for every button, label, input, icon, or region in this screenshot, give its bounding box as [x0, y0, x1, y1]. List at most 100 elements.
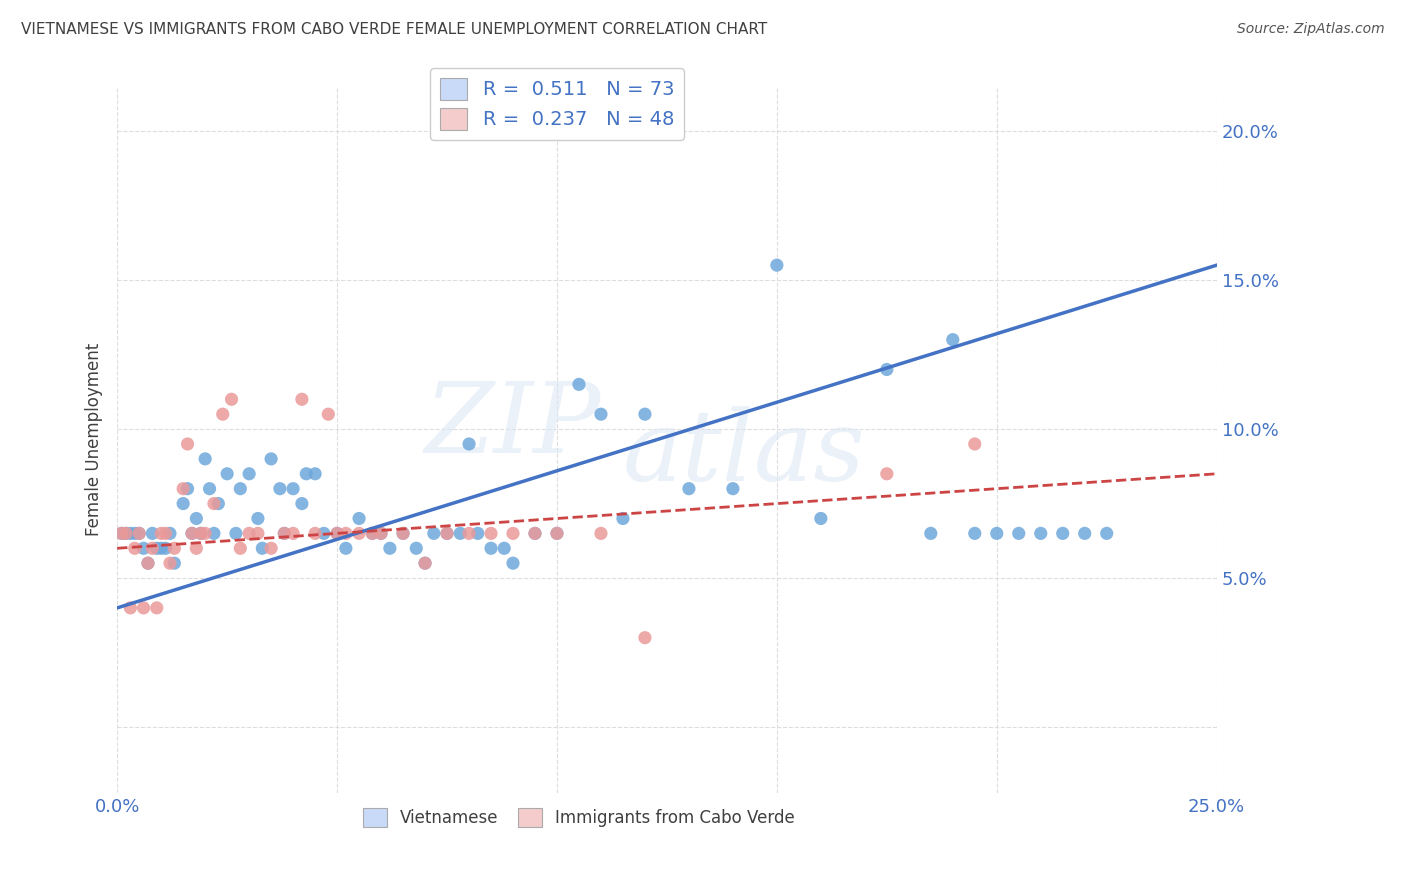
Point	[634, 631, 657, 645]
Point	[238, 526, 260, 541]
Point	[172, 482, 194, 496]
Point	[678, 482, 700, 496]
Point	[181, 526, 204, 541]
Point	[502, 526, 524, 541]
Point	[150, 526, 173, 541]
Point	[198, 482, 221, 496]
Point	[436, 526, 458, 541]
Point	[766, 258, 789, 272]
Point	[229, 541, 252, 556]
Point	[316, 407, 339, 421]
Point	[326, 526, 349, 541]
Point	[207, 497, 229, 511]
Point	[304, 467, 326, 481]
Text: Source: ZipAtlas.com: Source: ZipAtlas.com	[1237, 22, 1385, 37]
Point	[252, 541, 274, 556]
Point	[634, 407, 657, 421]
Point	[202, 497, 225, 511]
Point	[361, 526, 384, 541]
Point	[458, 526, 481, 541]
Point	[1073, 526, 1095, 541]
Point	[942, 333, 965, 347]
Point	[291, 497, 314, 511]
Point	[110, 526, 132, 541]
Legend: Vietnamese, Immigrants from Cabo Verde: Vietnamese, Immigrants from Cabo Verde	[357, 801, 801, 834]
Point	[163, 541, 186, 556]
Point	[1008, 526, 1031, 541]
Point	[413, 556, 436, 570]
Point	[281, 526, 304, 541]
Point	[194, 526, 217, 541]
Point	[186, 541, 208, 556]
Point	[246, 511, 269, 525]
Point	[110, 526, 132, 541]
Point	[124, 526, 146, 541]
Point	[413, 556, 436, 570]
Text: atlas: atlas	[623, 406, 866, 501]
Point	[260, 451, 283, 466]
Point	[146, 541, 169, 556]
Point	[546, 526, 568, 541]
Point	[155, 526, 177, 541]
Point	[589, 526, 612, 541]
Point	[221, 392, 243, 407]
Point	[273, 526, 295, 541]
Y-axis label: Female Unemployment: Female Unemployment	[86, 343, 103, 536]
Point	[146, 600, 169, 615]
Point	[132, 600, 155, 615]
Point	[141, 526, 163, 541]
Point	[202, 526, 225, 541]
Point	[120, 600, 142, 615]
Point	[479, 541, 502, 556]
Point	[176, 437, 198, 451]
Point	[260, 541, 283, 556]
Point	[238, 467, 260, 481]
Point	[479, 526, 502, 541]
Point	[546, 526, 568, 541]
Point	[524, 526, 547, 541]
Point	[211, 407, 233, 421]
Point	[876, 362, 898, 376]
Point	[467, 526, 489, 541]
Point	[1029, 526, 1052, 541]
Point	[132, 541, 155, 556]
Point	[494, 541, 516, 556]
Point	[229, 482, 252, 496]
Point	[312, 526, 335, 541]
Point	[136, 556, 159, 570]
Point	[273, 526, 295, 541]
Point	[423, 526, 446, 541]
Point	[370, 526, 392, 541]
Point	[378, 541, 401, 556]
Point	[176, 482, 198, 496]
Point	[721, 482, 744, 496]
Point	[568, 377, 591, 392]
Point	[347, 526, 370, 541]
Point	[128, 526, 150, 541]
Point	[155, 541, 177, 556]
Point	[589, 407, 612, 421]
Point	[150, 541, 173, 556]
Point	[1095, 526, 1118, 541]
Point	[190, 526, 212, 541]
Point	[181, 526, 204, 541]
Point	[370, 526, 392, 541]
Point	[115, 526, 138, 541]
Point	[115, 526, 138, 541]
Point	[172, 497, 194, 511]
Point	[612, 511, 634, 525]
Point	[405, 541, 427, 556]
Point	[120, 526, 142, 541]
Point	[963, 526, 986, 541]
Point	[246, 526, 269, 541]
Point	[810, 511, 832, 525]
Point	[1052, 526, 1074, 541]
Point	[524, 526, 547, 541]
Point	[335, 541, 357, 556]
Point	[436, 526, 458, 541]
Point	[141, 541, 163, 556]
Point	[458, 437, 481, 451]
Point	[876, 467, 898, 481]
Point	[920, 526, 942, 541]
Point	[986, 526, 1008, 541]
